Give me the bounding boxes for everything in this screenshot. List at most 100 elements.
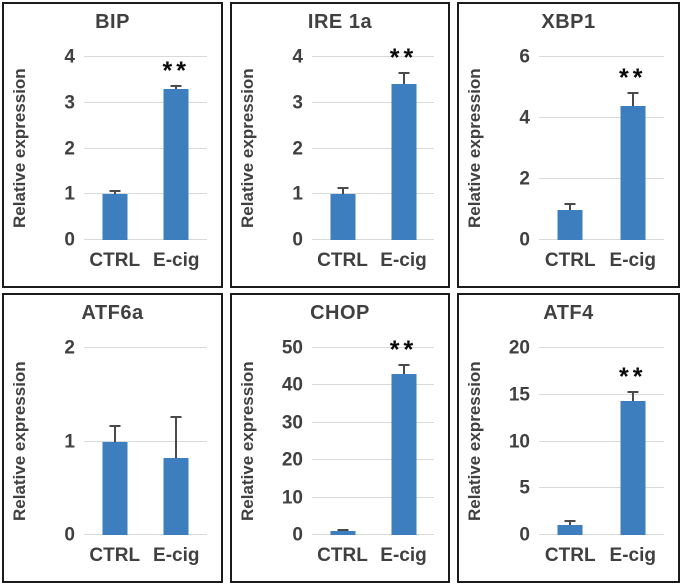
x-axis-label: CTRL xyxy=(89,250,141,271)
plot-area: 0 1 2 3 4 CTRL ** E-cig xyxy=(292,46,434,271)
bar-ecig xyxy=(620,105,646,240)
panel-atf4: ATF4 Relative expression 0 5 10 15 20 CTRL ** E… xyxy=(457,293,680,583)
gridline xyxy=(312,384,434,386)
x-axis-label: E-cig xyxy=(153,545,200,566)
gridline xyxy=(312,56,434,57)
panel-title: ATF4 xyxy=(543,302,594,324)
y-tick-label: 0 xyxy=(292,524,303,546)
x-axis-label: CTRL xyxy=(317,250,368,271)
y-tick-label: 20 xyxy=(508,337,530,359)
gridline xyxy=(312,239,434,240)
gridline xyxy=(312,496,434,498)
bar-ctrl xyxy=(557,524,583,535)
y-axis-title: Relative expression xyxy=(465,361,484,521)
error-bar-stem xyxy=(175,416,178,459)
gridline xyxy=(539,347,664,348)
plot-area: 0 10 20 30 40 50 CTRL ** E-cig xyxy=(282,337,434,566)
x-axis-label: CTRL xyxy=(89,545,141,566)
y-tick-label: 40 xyxy=(281,374,303,396)
error-bar-stem xyxy=(402,72,405,85)
gridline xyxy=(539,56,664,57)
gridline xyxy=(539,178,664,179)
gridline xyxy=(312,421,434,423)
significance-marker: ** xyxy=(389,44,418,73)
y-tick-label: 4 xyxy=(64,46,75,68)
y-tick-label: 20 xyxy=(281,449,303,471)
bar-ecig xyxy=(391,374,416,535)
significance-marker: ** xyxy=(389,335,418,364)
panel-bip: BIP Relative expression 0 1 2 3 4 CTRL ** E-cig xyxy=(2,2,223,288)
bar-ecig xyxy=(620,401,646,535)
significance-marker: ** xyxy=(619,363,647,392)
gridline xyxy=(312,147,434,149)
error-bar-cap xyxy=(109,189,121,192)
gridline xyxy=(312,459,434,461)
y-tick-label: 4 xyxy=(519,107,530,129)
y-tick-label: 2 xyxy=(64,337,75,359)
error-bar-cap xyxy=(170,416,182,419)
gridline xyxy=(84,534,207,535)
y-tick-label: 0 xyxy=(519,524,530,546)
error-bar-cap xyxy=(170,85,182,88)
bar-ctrl xyxy=(102,194,128,240)
panel-title: IRE 1a xyxy=(307,11,373,33)
y-tick-label: 30 xyxy=(281,412,303,434)
error-bar-cap xyxy=(398,72,409,75)
y-tick-label: 2 xyxy=(64,138,75,159)
panel-title: ATF6a xyxy=(81,302,144,324)
x-axis-label: CTRL xyxy=(544,250,596,271)
y-tick-label: 4 xyxy=(292,46,303,68)
plot-area: 0 1 2 3 4 CTRL ** E-cig xyxy=(64,48,207,271)
error-bar-cap xyxy=(564,520,576,523)
gridline xyxy=(539,440,664,442)
bar-ctrl xyxy=(330,194,355,240)
panel-xbp1: XBP1 Relative expression 0 2 4 6 CTRL ** E-cig xyxy=(457,2,680,288)
y-tick-label: 1 xyxy=(64,183,75,205)
x-axis-label: E-cig xyxy=(380,250,427,271)
error-bar-cap xyxy=(398,363,409,366)
y-tick-label: 2 xyxy=(519,168,530,190)
y-tick-label: 3 xyxy=(64,92,75,114)
x-axis-label: E-cig xyxy=(609,545,656,566)
y-tick-label: 5 xyxy=(519,477,530,499)
panel-atf6a: ATF6a Relative expression 0 1 2 CTRL E-cig xyxy=(2,293,223,583)
gridline xyxy=(312,534,434,535)
error-bar-stem xyxy=(569,520,572,525)
error-bar-cap xyxy=(109,424,121,427)
significance-marker: ** xyxy=(619,64,647,93)
x-axis-label: CTRL xyxy=(317,545,368,566)
y-tick-label: 50 xyxy=(281,337,303,359)
error-bar-cap xyxy=(627,92,639,95)
y-tick-label: 2 xyxy=(292,138,303,159)
y-tick-label: 0 xyxy=(292,229,303,251)
bar-ctrl xyxy=(102,441,128,535)
error-bar-stem xyxy=(341,187,344,195)
error-bar-stem xyxy=(631,391,634,402)
x-axis-label: E-cig xyxy=(609,250,656,271)
gridline xyxy=(312,193,434,195)
error-bar-stem xyxy=(569,202,572,210)
y-tick-label: 0 xyxy=(519,229,530,251)
error-bar-stem xyxy=(113,424,116,442)
x-axis-label: CTRL xyxy=(544,545,596,566)
y-axis-title: Relative expression xyxy=(238,361,257,521)
gridline xyxy=(84,239,207,240)
gridline xyxy=(84,56,207,57)
y-tick-label: 10 xyxy=(508,431,530,452)
plot-area: 0 2 4 6 CTRL ** E-cig xyxy=(519,48,664,271)
error-bar-cap xyxy=(337,187,348,190)
y-tick-label: 6 xyxy=(519,46,530,68)
plot-area: 0 1 2 CTRL E-cig xyxy=(64,339,207,566)
gridline xyxy=(539,534,664,535)
error-bar-cap xyxy=(564,202,576,205)
y-axis-title: Relative expression xyxy=(465,68,484,228)
bar-ecig xyxy=(163,458,189,535)
x-axis-label: E-cig xyxy=(153,250,200,271)
gridline xyxy=(84,440,207,442)
y-tick-label: 1 xyxy=(64,431,75,452)
error-bar-stem xyxy=(631,92,634,106)
y-tick-label: 1 xyxy=(292,183,303,205)
plot-area: 0 5 10 15 20 CTRL ** E-cig xyxy=(509,339,664,566)
y-tick-label: 0 xyxy=(64,229,75,251)
